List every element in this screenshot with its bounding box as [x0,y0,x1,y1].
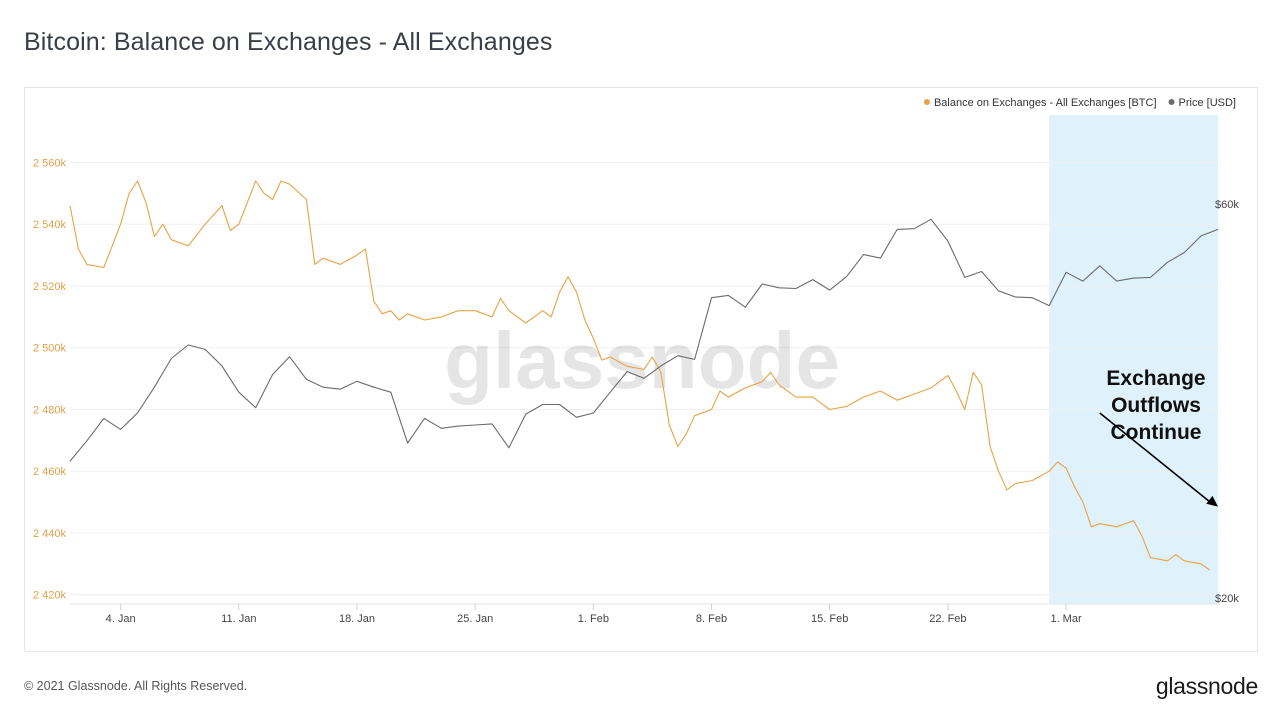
y-left-tick-label: 2 420k [33,590,67,602]
axis-layer: 2 420k 2 440k 2 460k 2 480k 2 500k 2 520k 2 54… [33,157,1239,625]
y-right-tick-label: $60k [1215,199,1239,211]
y-right-tick-label: $20k [1215,593,1239,605]
x-tick-label: 4. Jan [106,613,136,625]
legend-label: Price [USD] [1179,97,1236,109]
x-tick-label: 11. Jan [221,613,256,625]
y-left-tick-label: 2 540k [33,219,67,231]
y-left-tick-label: 2 560k [33,157,67,169]
annotation: Exchange Outflows Continue [1099,367,1218,507]
y-left-tick-label: 2 440k [33,528,67,540]
highlight-region [1049,115,1218,604]
series-layer [69,180,1219,571]
y-left-tick-label: 2 500k [33,343,67,355]
y-left-tick-label: 2 520k [33,281,67,293]
chart-svg: glassnode 2 420k 2 440k 2 460k 2 480k 2 500k… [33,97,1239,625]
x-tick-label: 18. Jan [339,613,375,625]
x-tick-label: 1. Mar [1050,613,1082,625]
grid-layer [70,161,1218,605]
annotation-arrow-line [1099,412,1213,505]
glassnode-logo[interactable]: glassnode [1155,673,1258,699]
x-tick-label: 22. Feb [929,613,966,625]
legend[interactable]: Price [USD] Balance on Exchanges - All Ex… [923,97,1236,109]
y-left-tick-label: 2 480k [33,404,67,416]
copyright-text: © 2021 Glassnode. All Rights Reserved. [24,679,248,693]
price-series-line [69,218,1219,462]
annotation-text: Continue [1111,421,1202,444]
balance-series-line [69,180,1210,571]
glassnode-watermark: glassnode [444,316,840,405]
legend-marker [1168,99,1175,105]
x-tick-label: 1. Feb [578,613,609,625]
page-title: Bitcoin: Balance on Exchanges - All Exch… [24,28,553,56]
x-tick-label: 25. Jan [457,613,493,625]
annotation-text: Exchange [1106,367,1205,390]
chart-frame: glassnode 2 420k 2 440k 2 460k 2 480k 2 500k… [24,87,1258,652]
annotation-arrow-head [1206,495,1218,507]
x-tick-label: 8. Feb [696,613,727,625]
legend-marker [923,99,930,105]
annotation-text: Outflows [1111,394,1201,417]
legend-label: Balance on Exchanges - All Exchanges [BT… [934,97,1157,109]
x-tick-label: 15. Feb [811,613,848,625]
y-left-tick-label: 2 460k [33,466,67,478]
